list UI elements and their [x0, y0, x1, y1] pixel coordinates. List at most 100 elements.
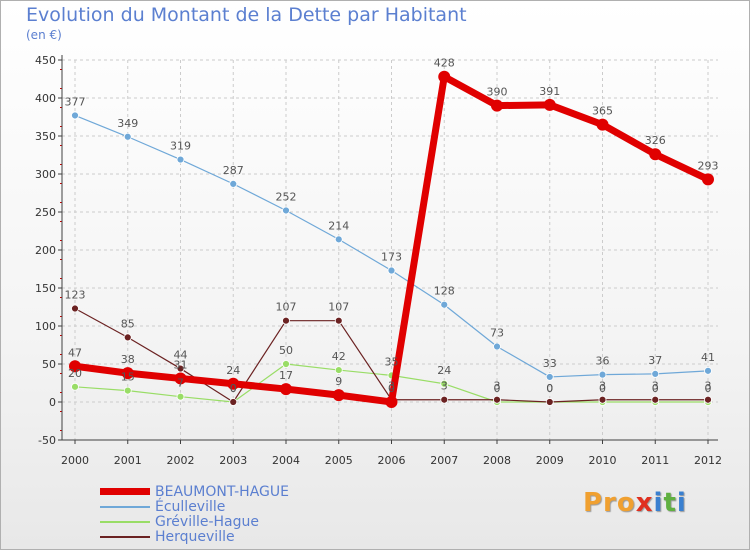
data-label: 349 — [117, 117, 138, 130]
data-point — [123, 333, 132, 342]
data-label: 50 — [279, 344, 293, 357]
data-label: 214 — [328, 219, 349, 232]
data-label: 128 — [434, 285, 455, 298]
x-tick-label: 2004 — [272, 454, 300, 467]
data-label: 0 — [388, 382, 395, 395]
legend-item-eculleville[interactable]: Éculleville — [100, 499, 289, 514]
x-tick-label: 2007 — [430, 454, 458, 467]
data-point — [702, 173, 714, 186]
data-label: 0 — [652, 382, 659, 395]
data-label: 44 — [174, 349, 188, 362]
data-point — [649, 148, 662, 161]
data-point — [71, 111, 79, 120]
legend-item-herqueville[interactable]: Herqueville — [100, 529, 289, 544]
data-label: 319 — [170, 140, 191, 153]
data-point — [651, 369, 660, 378]
data-label: 37 — [648, 354, 662, 367]
legend-label: BEAUMONT-HAGUE — [155, 483, 289, 500]
legend: BEAUMONT-HAGUE Éculleville Gréville-Hagu… — [100, 484, 289, 544]
data-label: 3 — [494, 380, 501, 393]
data-label: 173 — [381, 251, 402, 264]
data-point — [493, 342, 501, 351]
data-point — [598, 370, 607, 379]
data-point — [704, 366, 712, 375]
data-label: 85 — [121, 317, 135, 330]
series-group — [69, 70, 714, 408]
data-label: 293 — [698, 159, 719, 172]
y-tick-label: 0 — [49, 396, 56, 409]
data-label: 377 — [65, 95, 86, 108]
data-label: 41 — [701, 351, 715, 364]
y-tick-label: 50 — [42, 358, 56, 371]
data-label: 24 — [437, 364, 451, 377]
data-point — [334, 235, 343, 244]
data-label: 47 — [68, 346, 82, 359]
logo-text-t: t — [663, 488, 677, 518]
data-label: 33 — [543, 357, 557, 370]
data-point — [334, 366, 343, 374]
data-point — [440, 379, 449, 388]
data-point — [282, 360, 290, 368]
x-tick-label: 2000 — [61, 454, 89, 467]
y-tick-label: 300 — [35, 168, 56, 181]
data-label: 428 — [434, 57, 455, 70]
data-label: 107 — [328, 301, 349, 314]
data-label: 3 — [599, 380, 606, 393]
data-label: 0 — [230, 382, 237, 395]
logo-text-x: x — [635, 488, 654, 518]
data-point — [71, 304, 79, 313]
data-label: 38 — [121, 353, 135, 366]
legend-label: Gréville-Hague — [155, 513, 260, 530]
logo-text-i2: i — [676, 488, 687, 518]
data-label: 7 — [177, 377, 184, 390]
data-label: 390 — [487, 86, 508, 99]
data-point — [387, 266, 396, 275]
data-label: 107 — [276, 301, 297, 314]
y-tick-label: 250 — [35, 206, 56, 219]
data-point — [598, 395, 607, 404]
x-tick-label: 2002 — [167, 454, 195, 467]
data-point — [545, 398, 554, 406]
data-point — [176, 155, 185, 164]
data-label: 36 — [596, 355, 610, 368]
data-label: 31 — [174, 358, 188, 371]
data-point — [176, 364, 185, 373]
data-point — [176, 392, 185, 401]
y-tick-label: 400 — [35, 92, 56, 105]
data-point — [121, 367, 134, 380]
data-point — [596, 118, 609, 131]
data-label: 3 — [652, 380, 659, 393]
data-label: 3 — [388, 380, 395, 393]
data-label: 9 — [335, 375, 342, 388]
data-point — [123, 386, 132, 395]
data-point — [332, 389, 345, 402]
legend-label: Herqueville — [155, 528, 235, 545]
data-point — [334, 316, 343, 325]
data-point — [282, 316, 290, 325]
y-tick-label: 150 — [35, 282, 56, 295]
legend-item-greville-hague[interactable]: Gréville-Hague — [100, 514, 289, 529]
data-point — [385, 396, 398, 408]
data-label: 17 — [279, 369, 293, 382]
data-label: 326 — [645, 134, 666, 147]
y-tick-label: 350 — [35, 130, 56, 143]
data-point — [227, 377, 240, 390]
data-label: 24 — [226, 364, 240, 377]
x-tick-label: 2009 — [536, 454, 564, 467]
series-line-0 — [74, 73, 710, 406]
proxiti-logo[interactable]: Proxiti — [583, 488, 687, 518]
legend-swatch — [100, 535, 150, 538]
data-point — [71, 382, 79, 391]
legend-swatch — [100, 520, 150, 523]
data-label: 287 — [223, 164, 244, 177]
legend-item-beaumont-hague[interactable]: BEAUMONT-HAGUE — [100, 484, 289, 499]
chart-title: Evolution du Montant de la Dette par Hab… — [26, 4, 467, 26]
data-label: 3 — [705, 380, 712, 393]
data-label: 15 — [121, 371, 135, 384]
data-point — [69, 360, 81, 373]
x-tick-label: 2003 — [219, 454, 247, 467]
